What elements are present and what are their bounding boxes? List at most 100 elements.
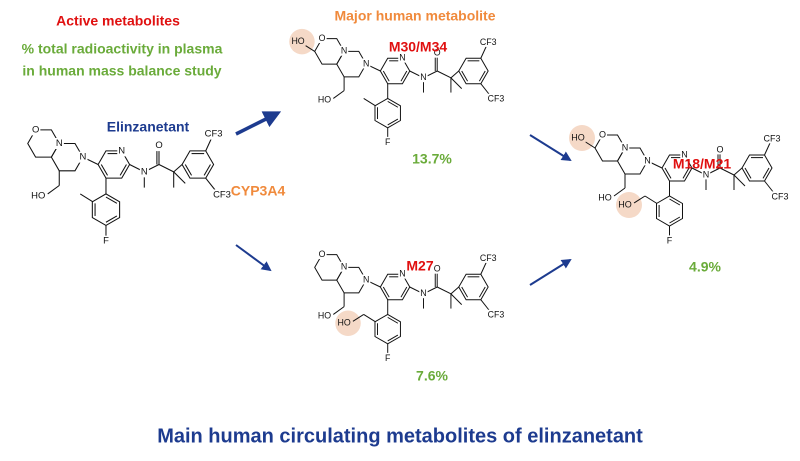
bond (205, 138, 212, 152)
bond (173, 164, 183, 173)
atom-label: CF3 (771, 191, 788, 201)
double-bond (184, 164, 193, 176)
double-bond (119, 164, 127, 176)
atom-bg (432, 47, 442, 58)
atom-bg (30, 124, 41, 136)
bond (173, 171, 186, 184)
atom-label: HO (337, 318, 350, 328)
atom-bg (419, 288, 428, 299)
bond (79, 193, 94, 203)
atom-label: HO (31, 191, 45, 202)
structure: O N N N N O F CF3 CF3 HO HO (289, 28, 506, 147)
atom-bg (203, 128, 224, 140)
bond (450, 293, 463, 305)
double-bond (387, 100, 399, 108)
double-bond (387, 334, 399, 342)
double-bond (744, 167, 752, 179)
ring (374, 313, 401, 345)
atom-bg (486, 93, 506, 104)
atom-bg (339, 45, 349, 56)
atom-label: O (434, 48, 441, 58)
footer: Main human circulating metabolites of el… (157, 425, 643, 447)
bond (436, 70, 452, 79)
ring (656, 195, 683, 227)
structures: O N N N N O F CF3 CF3 HO O N N N N O F CF3 CF3 HO HO O N N N N O F C… (27, 28, 790, 363)
double-bond (461, 286, 469, 298)
atom-label: N (622, 142, 629, 152)
atom-label: O (155, 140, 162, 151)
bond (480, 299, 491, 312)
arrow (529, 258, 572, 286)
atom-label: O (599, 129, 606, 139)
atom-label: CF3 (480, 37, 497, 47)
structure: O N N N N O F CF3 CF3 HO (27, 124, 232, 247)
atom-bg (317, 248, 327, 259)
atom-bg (478, 36, 498, 47)
bond (764, 180, 775, 194)
atom-bg (715, 144, 725, 155)
atom-label: HO (598, 192, 612, 202)
atom-bg (30, 190, 47, 202)
double-bond (669, 216, 681, 224)
bond (450, 70, 460, 79)
atom-label: N (644, 155, 651, 165)
atom-bg (398, 52, 407, 63)
label: Active metabolites (56, 13, 180, 29)
bond (764, 142, 771, 156)
structure: O N N N N O F CF3 CF3 HO HO HO (569, 125, 790, 246)
double-bond (100, 164, 109, 176)
atom-label: HO (318, 95, 331, 105)
ring (336, 50, 367, 78)
bond (733, 174, 746, 187)
double-bond (387, 118, 399, 126)
atom-bg (54, 138, 64, 149)
atom-label: N (118, 145, 125, 156)
atom-bg (139, 166, 149, 178)
compound-name: M30/M34 (389, 39, 448, 55)
compound-name: M18/M21 (673, 156, 732, 172)
bond (47, 185, 60, 195)
atom-label: N (399, 269, 405, 279)
bond (613, 187, 626, 197)
atom-label: N (56, 138, 63, 149)
ring (91, 193, 121, 227)
atom-bg (78, 151, 88, 163)
atom-label: O (319, 33, 326, 43)
atom-label: N (420, 72, 426, 82)
atom-bg (478, 252, 498, 263)
atom-label: HO (318, 311, 331, 321)
bond (436, 286, 452, 295)
atom-bg (770, 191, 790, 202)
atom-bg (597, 192, 613, 203)
percent: 13.7% (412, 151, 452, 167)
atom-label: F (667, 235, 673, 245)
atom-bg (617, 199, 633, 210)
bond (644, 195, 658, 204)
atom-label: O (32, 124, 39, 135)
double-bond (105, 215, 118, 223)
atom-label: N (363, 274, 369, 284)
atom-label: N (141, 166, 148, 177)
atom-bg (154, 140, 164, 152)
atom-label: N (79, 152, 86, 163)
label: % total radioactivity in plasma (22, 41, 223, 57)
double-bond (478, 70, 486, 82)
atom-bg (361, 274, 371, 285)
label: CYP3A4 (231, 183, 286, 199)
atom-label: CF3 (205, 129, 223, 140)
arrow (529, 134, 572, 162)
structure: O N N N N O F CF3 CF3 HO HO (314, 248, 506, 363)
atom-label: CF3 (488, 310, 505, 320)
atom-bg (317, 32, 327, 43)
double-bond (400, 286, 408, 298)
atom-bg (597, 129, 608, 140)
atom-label: O (716, 144, 723, 154)
atom-label: N (363, 58, 369, 68)
ring (741, 154, 773, 182)
ring (458, 273, 489, 301)
arrow (235, 111, 282, 136)
atom-label: N (703, 169, 710, 179)
double-bond (669, 198, 681, 206)
bond (333, 90, 345, 99)
